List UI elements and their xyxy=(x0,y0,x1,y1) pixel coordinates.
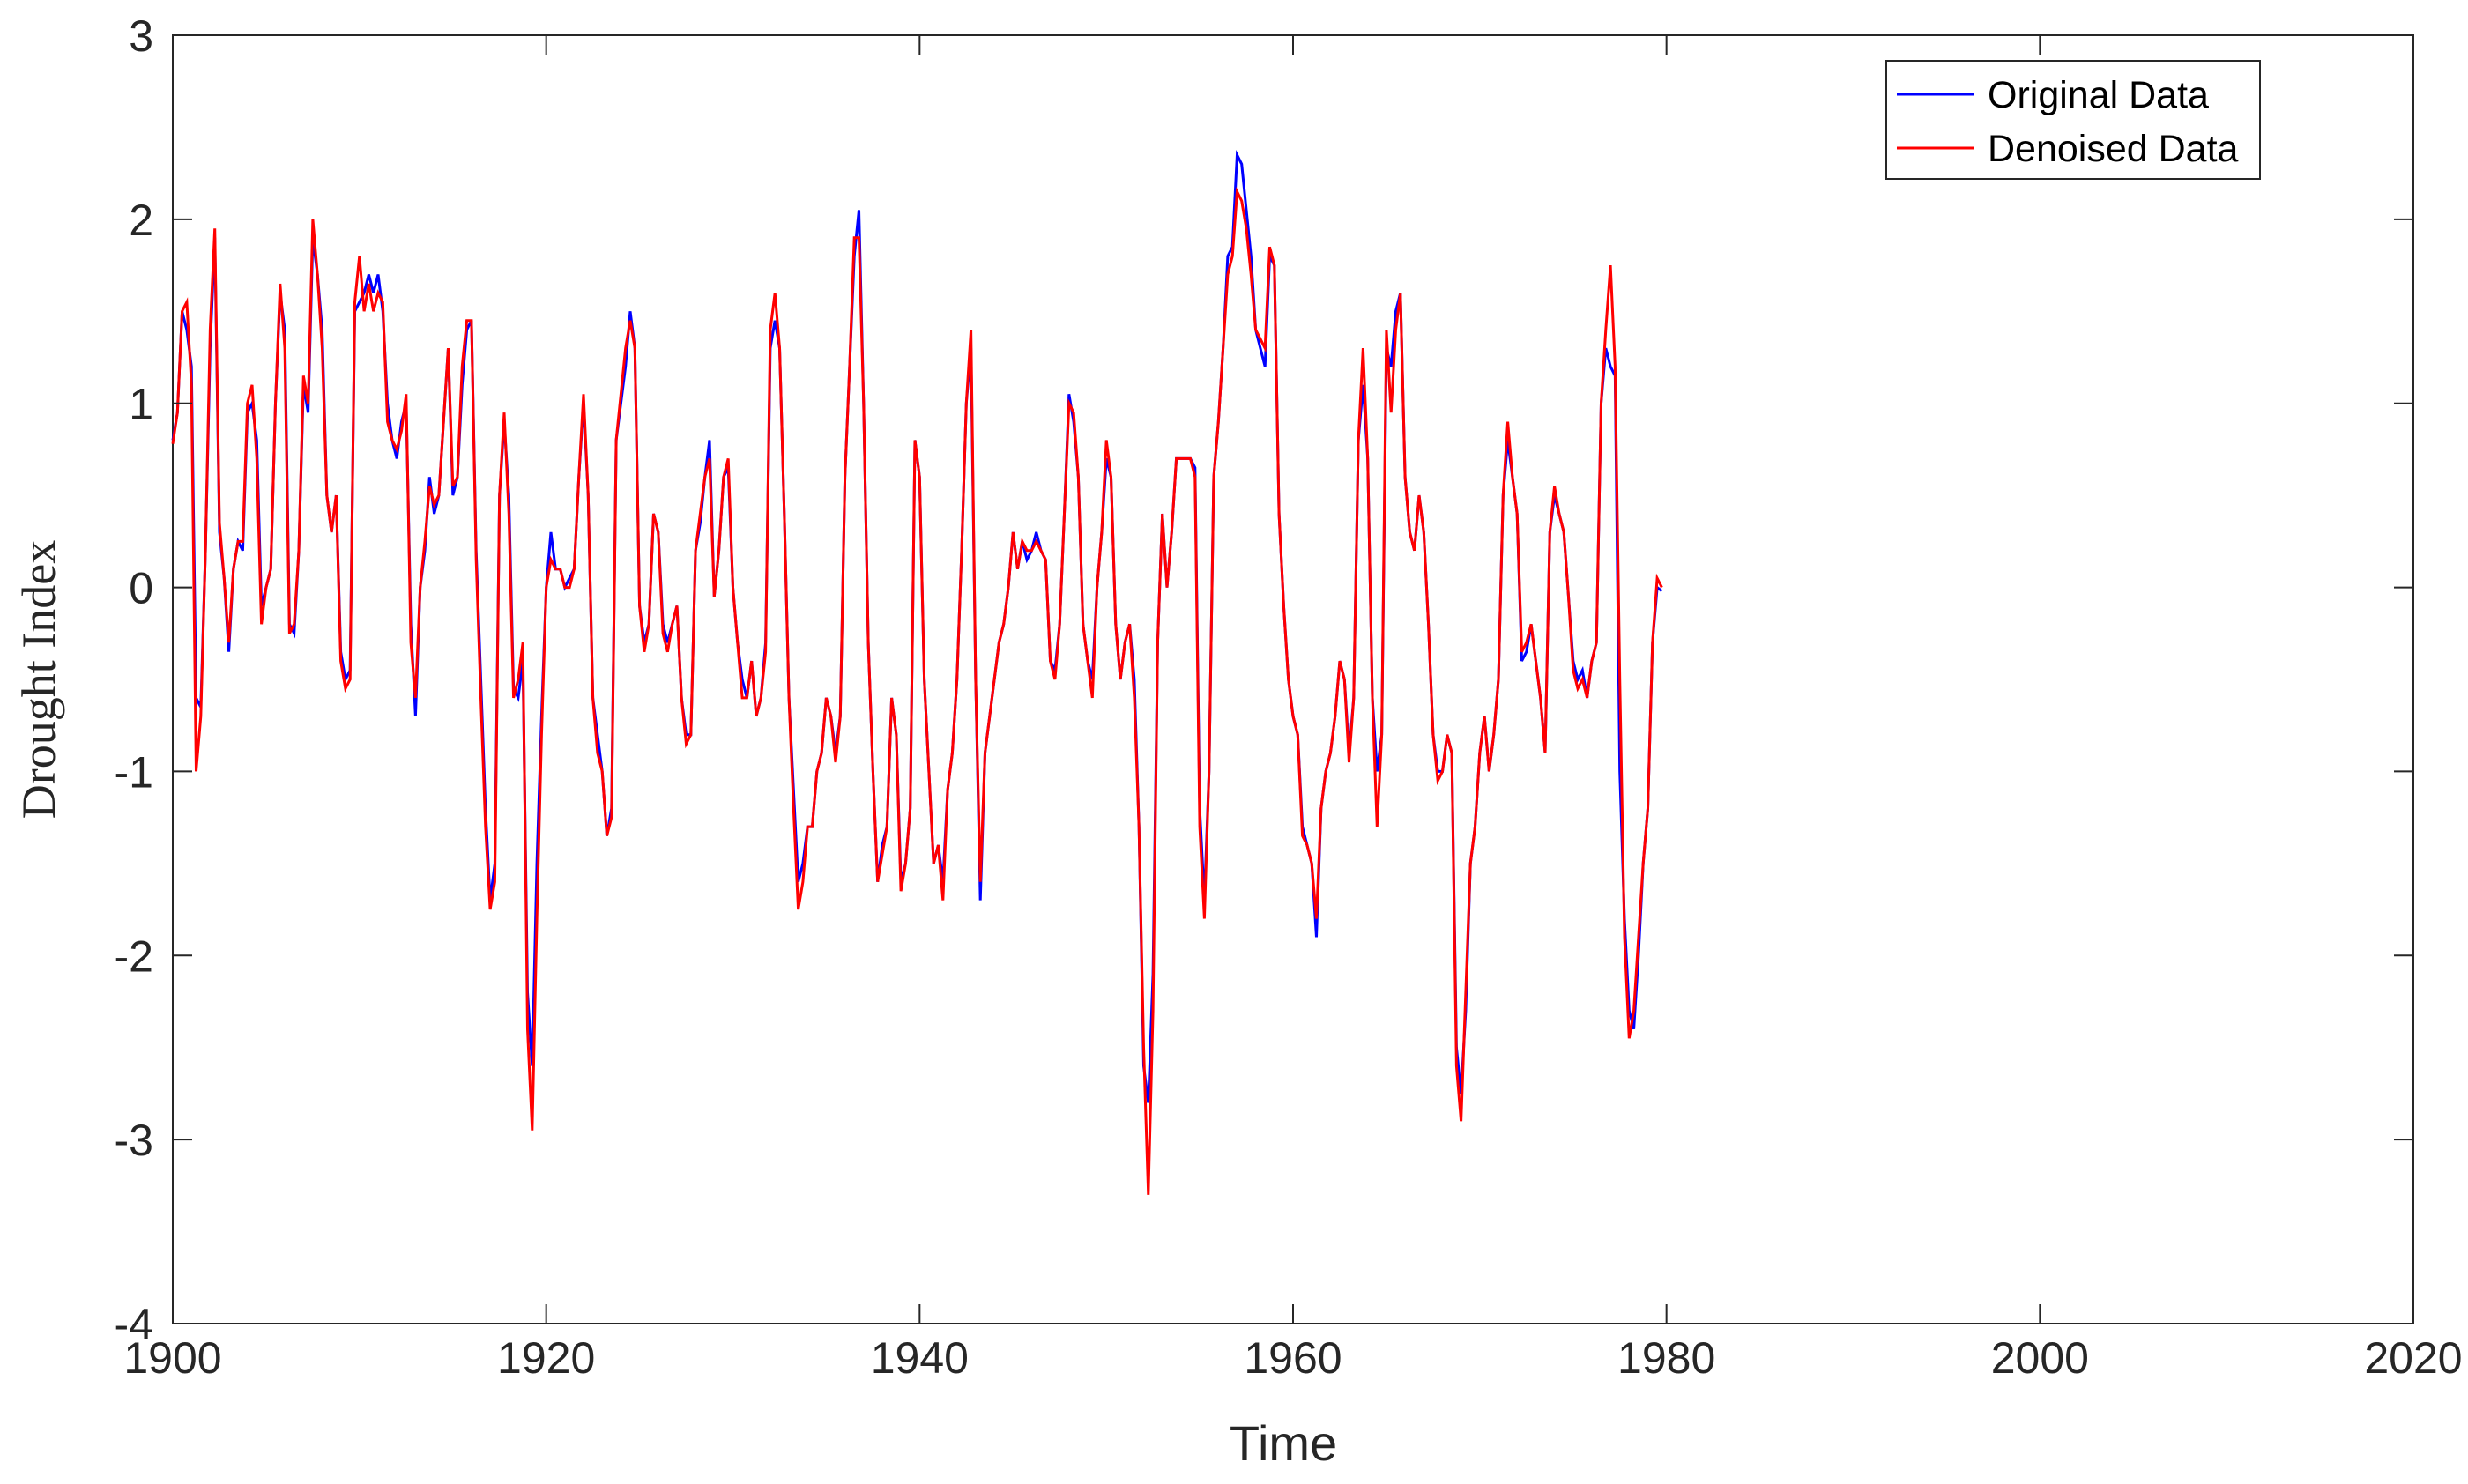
x-tick-label: 2020 xyxy=(2364,1333,2462,1383)
x-tick-label: 1980 xyxy=(1617,1333,1715,1383)
tick-layer: 1900 1920 1940 1960 1980 2000 2020 3 2 1 0 -1 -2 -3 -4 xyxy=(115,11,2463,1383)
y-axis-title: Drought Index xyxy=(12,540,65,819)
y-tick-label: 3 xyxy=(129,11,153,61)
x-axis-title: Time xyxy=(1230,1415,1337,1471)
y-tick-label: -3 xyxy=(115,1116,153,1165)
y-tick-label: 2 xyxy=(129,196,153,245)
legend-box xyxy=(1885,60,2261,180)
y-tick-label: -1 xyxy=(115,747,153,797)
plot-area-frame xyxy=(172,34,2414,1324)
legend-label-original: Original Data xyxy=(1988,74,2209,116)
x-tick-label: 2000 xyxy=(1991,1333,2089,1383)
y-tick-label: 1 xyxy=(129,380,153,429)
series-line-denoised-data xyxy=(171,186,1663,1195)
legend: Original Data Denoised Data xyxy=(1885,60,2261,180)
y-tick-label: -2 xyxy=(115,931,153,981)
x-tick-label: 1940 xyxy=(871,1333,969,1383)
y-tick-label: 0 xyxy=(129,564,153,613)
x-tick-label: 1960 xyxy=(1244,1333,1342,1383)
series-layer xyxy=(171,150,1663,1195)
y-tick-label: -4 xyxy=(115,1300,153,1349)
x-tick-label: 1900 xyxy=(123,1333,221,1383)
legend-label-denoised: Denoised Data xyxy=(1988,128,2239,170)
x-tick-label: 1920 xyxy=(497,1333,595,1383)
